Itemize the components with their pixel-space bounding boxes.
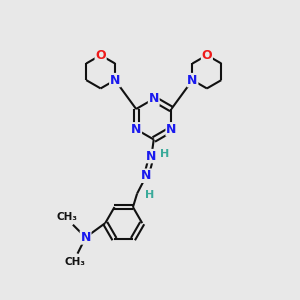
Text: CH₃: CH₃ [65,257,86,267]
Text: N: N [131,123,141,136]
Text: H: H [160,149,169,159]
Text: CH₃: CH₃ [57,212,78,222]
Text: N: N [187,74,198,87]
Text: N: N [110,74,120,87]
Text: N: N [141,169,152,182]
Text: H: H [145,190,154,200]
Text: N: N [80,231,91,244]
Text: N: N [146,150,157,163]
Text: N: N [166,123,176,136]
Text: N: N [148,92,159,105]
Text: O: O [95,49,106,62]
Text: O: O [202,49,212,62]
